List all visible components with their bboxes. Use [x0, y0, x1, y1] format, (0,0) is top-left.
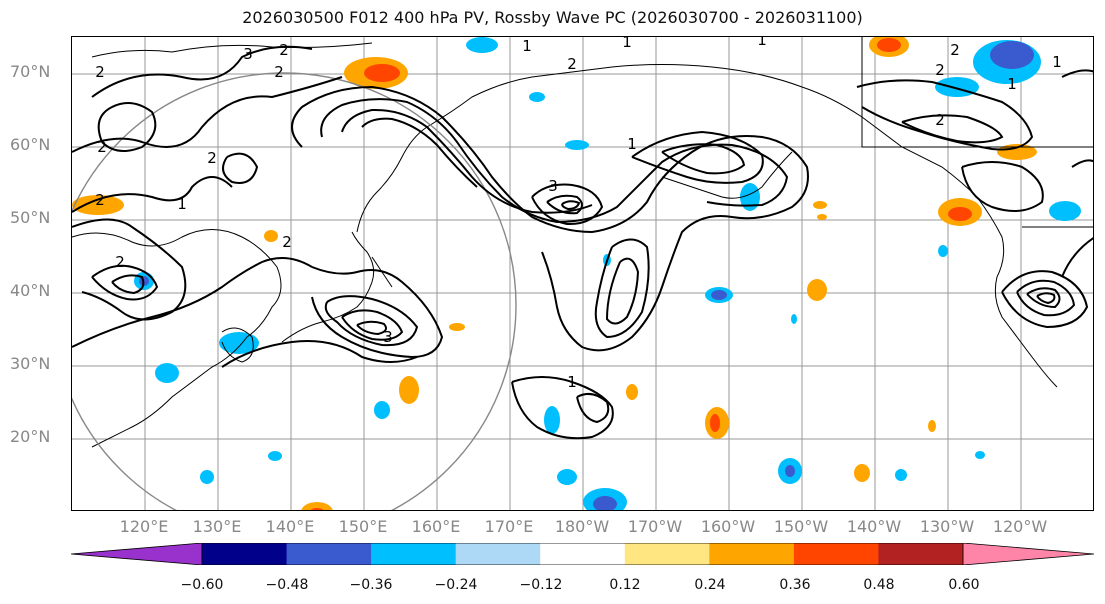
contour-label: 3 — [383, 328, 393, 346]
lon-label: 170°W — [627, 517, 683, 536]
lat-label: 50°N — [10, 208, 51, 227]
colorbar-swatch — [624, 543, 710, 565]
contour-label: 2 — [274, 63, 284, 81]
colorbar-extend-low — [71, 543, 203, 565]
contour-label: 1 — [1007, 75, 1017, 93]
lon-label: 130°W — [919, 517, 975, 536]
lon-label: 160°E — [411, 517, 461, 536]
map-title: 2026030500 F012 400 hPa PV, Rossby Wave … — [242, 8, 863, 27]
colorbar — [71, 543, 1094, 565]
contour-label: 2 — [935, 61, 945, 79]
contour-label: 1 — [177, 195, 187, 213]
radius-circle — [72, 72, 517, 510]
colorbar-tick-label: 0.36 — [779, 577, 811, 593]
contour-label: 2 — [950, 41, 960, 59]
contour-label: 2 — [95, 63, 105, 81]
pv-anomaly-fills — [72, 37, 1081, 510]
contour-label: 1 — [627, 135, 637, 153]
contour-label: 1 — [757, 37, 767, 49]
colorbar-tick-label: 0.48 — [863, 577, 895, 593]
colorbar-swatch — [878, 543, 964, 565]
contour-label: 3 — [243, 45, 253, 63]
colorbar-swatch — [709, 543, 795, 565]
contour-label: 1 — [522, 37, 532, 55]
lon-label: 160°W — [700, 517, 756, 536]
colorbar-tick-label: 0.60 — [948, 577, 980, 593]
contour-label: 1 — [622, 37, 632, 51]
colorbar-tick-label: −0.48 — [265, 577, 309, 593]
contour-label: 2 — [935, 111, 945, 129]
colorbar-tick-label: −0.60 — [180, 577, 224, 593]
colorbar-tick-label: 0.12 — [609, 577, 641, 593]
contour-label: 1 — [1052, 53, 1062, 71]
contour-label: 3 — [548, 177, 558, 195]
colorbar-swatch — [540, 543, 626, 565]
colorbar-tick-label: −0.36 — [349, 577, 393, 593]
graticule — [72, 37, 1093, 510]
lat-label: 70°N — [10, 62, 51, 81]
colorbar-extend-high — [962, 543, 1094, 565]
colorbar-tick-label: −0.12 — [519, 577, 563, 593]
lat-label: 40°N — [10, 281, 51, 300]
colorbar-swatch — [371, 543, 457, 565]
contour-label: 2 — [567, 55, 577, 73]
colorbar-swatch — [793, 543, 879, 565]
lon-label: 170°E — [484, 517, 534, 536]
colorbar-swatch — [202, 543, 288, 565]
lon-label: 180°W — [554, 517, 610, 536]
contour-label-group: 3 2 2 2 1 2 1 3 1 2 1 2 1 1 2 2 2 3 1 2 … — [95, 37, 1062, 391]
colorbar-tick-label: 0.24 — [694, 577, 726, 593]
lat-label: 20°N — [10, 427, 51, 446]
lon-label: 150°E — [338, 517, 388, 536]
lon-label: 150°W — [773, 517, 829, 536]
lon-label: 130°E — [192, 517, 242, 536]
lat-label: 30°N — [10, 354, 51, 373]
lon-label: 140°W — [846, 517, 902, 536]
lon-label: 120°E — [119, 517, 169, 536]
colorbar-swatch — [455, 543, 541, 565]
contour-label: 2 — [115, 253, 125, 271]
map-panel: 3 2 2 2 1 2 1 3 1 2 1 2 1 1 2 2 2 3 1 2 … — [71, 36, 1094, 511]
contour-label: 2 — [97, 138, 107, 156]
colorbar-tick-label: −0.24 — [434, 577, 478, 593]
lat-label: 60°N — [10, 135, 51, 154]
colorbar-swatch — [286, 543, 372, 565]
pv-contours — [72, 45, 1093, 440]
lon-label: 120°W — [992, 517, 1048, 536]
contour-label: 2 — [282, 233, 292, 251]
contour-label: 1 — [567, 373, 577, 391]
lon-label: 140°E — [265, 517, 315, 536]
contour-label: 2 — [95, 191, 105, 209]
pv-map: 3 2 2 2 1 2 1 3 1 2 1 2 1 1 2 2 2 3 1 2 … — [72, 37, 1093, 510]
contour-label: 2 — [279, 41, 289, 59]
contour-label: 2 — [207, 149, 217, 167]
